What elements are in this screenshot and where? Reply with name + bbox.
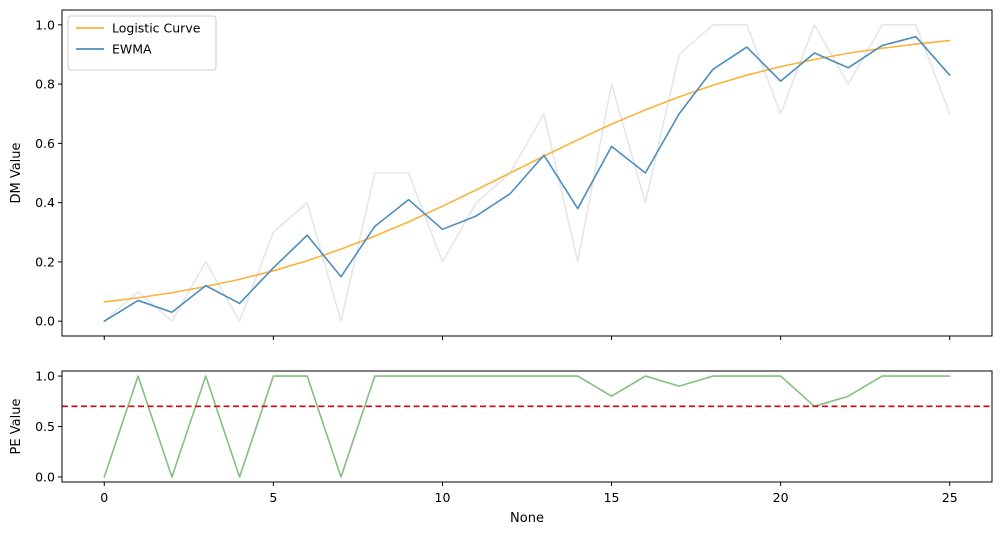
x-axis-label: None <box>510 511 544 526</box>
y-tick-label: 0.8 <box>35 77 55 92</box>
y-tick-label: 0.5 <box>35 419 55 434</box>
y-tick-label: 1.0 <box>35 17 55 32</box>
y-axis-label: PE Value <box>9 399 24 455</box>
series-line-raw-0 <box>103 375 951 478</box>
series-line-logistic-curve <box>103 39 951 303</box>
x-tick-label: 15 <box>604 490 620 505</box>
legend-box <box>67 15 217 71</box>
dm-value-axes: 0.0 0.2 0.4 0.6 0.8 1.0 DM Value Logistic Curve… <box>9 9 993 340</box>
y-tick-label: 0.4 <box>35 195 55 210</box>
y-tick-label: 1.0 <box>35 369 55 384</box>
series-line-ewma <box>103 35 951 322</box>
series-line-raw-0 <box>103 24 951 322</box>
y-tick-label: 0.0 <box>35 469 55 484</box>
x-tick-label: 0 <box>100 490 108 505</box>
x-tick-label: 20 <box>773 490 789 505</box>
legend-entry: EWMA <box>112 42 152 57</box>
y-axis-label: DM Value <box>9 142 24 203</box>
x-tick-label: 10 <box>435 490 451 505</box>
pe-value-axes: 0.0 0.5 1.0 0 5 10 15 20 25 PE Value None <box>9 369 993 526</box>
y-tick-label: 0.6 <box>35 136 55 151</box>
y-tick-label: 0.2 <box>35 254 55 269</box>
legend-entry: Logistic Curve <box>112 21 201 36</box>
x-tick-label: 25 <box>942 490 958 505</box>
x-tick-label: 5 <box>269 490 277 505</box>
y-tick-label: 0.0 <box>35 314 55 329</box>
axes-frame <box>61 9 993 337</box>
legend: Logistic Curve EWMA <box>67 15 217 71</box>
